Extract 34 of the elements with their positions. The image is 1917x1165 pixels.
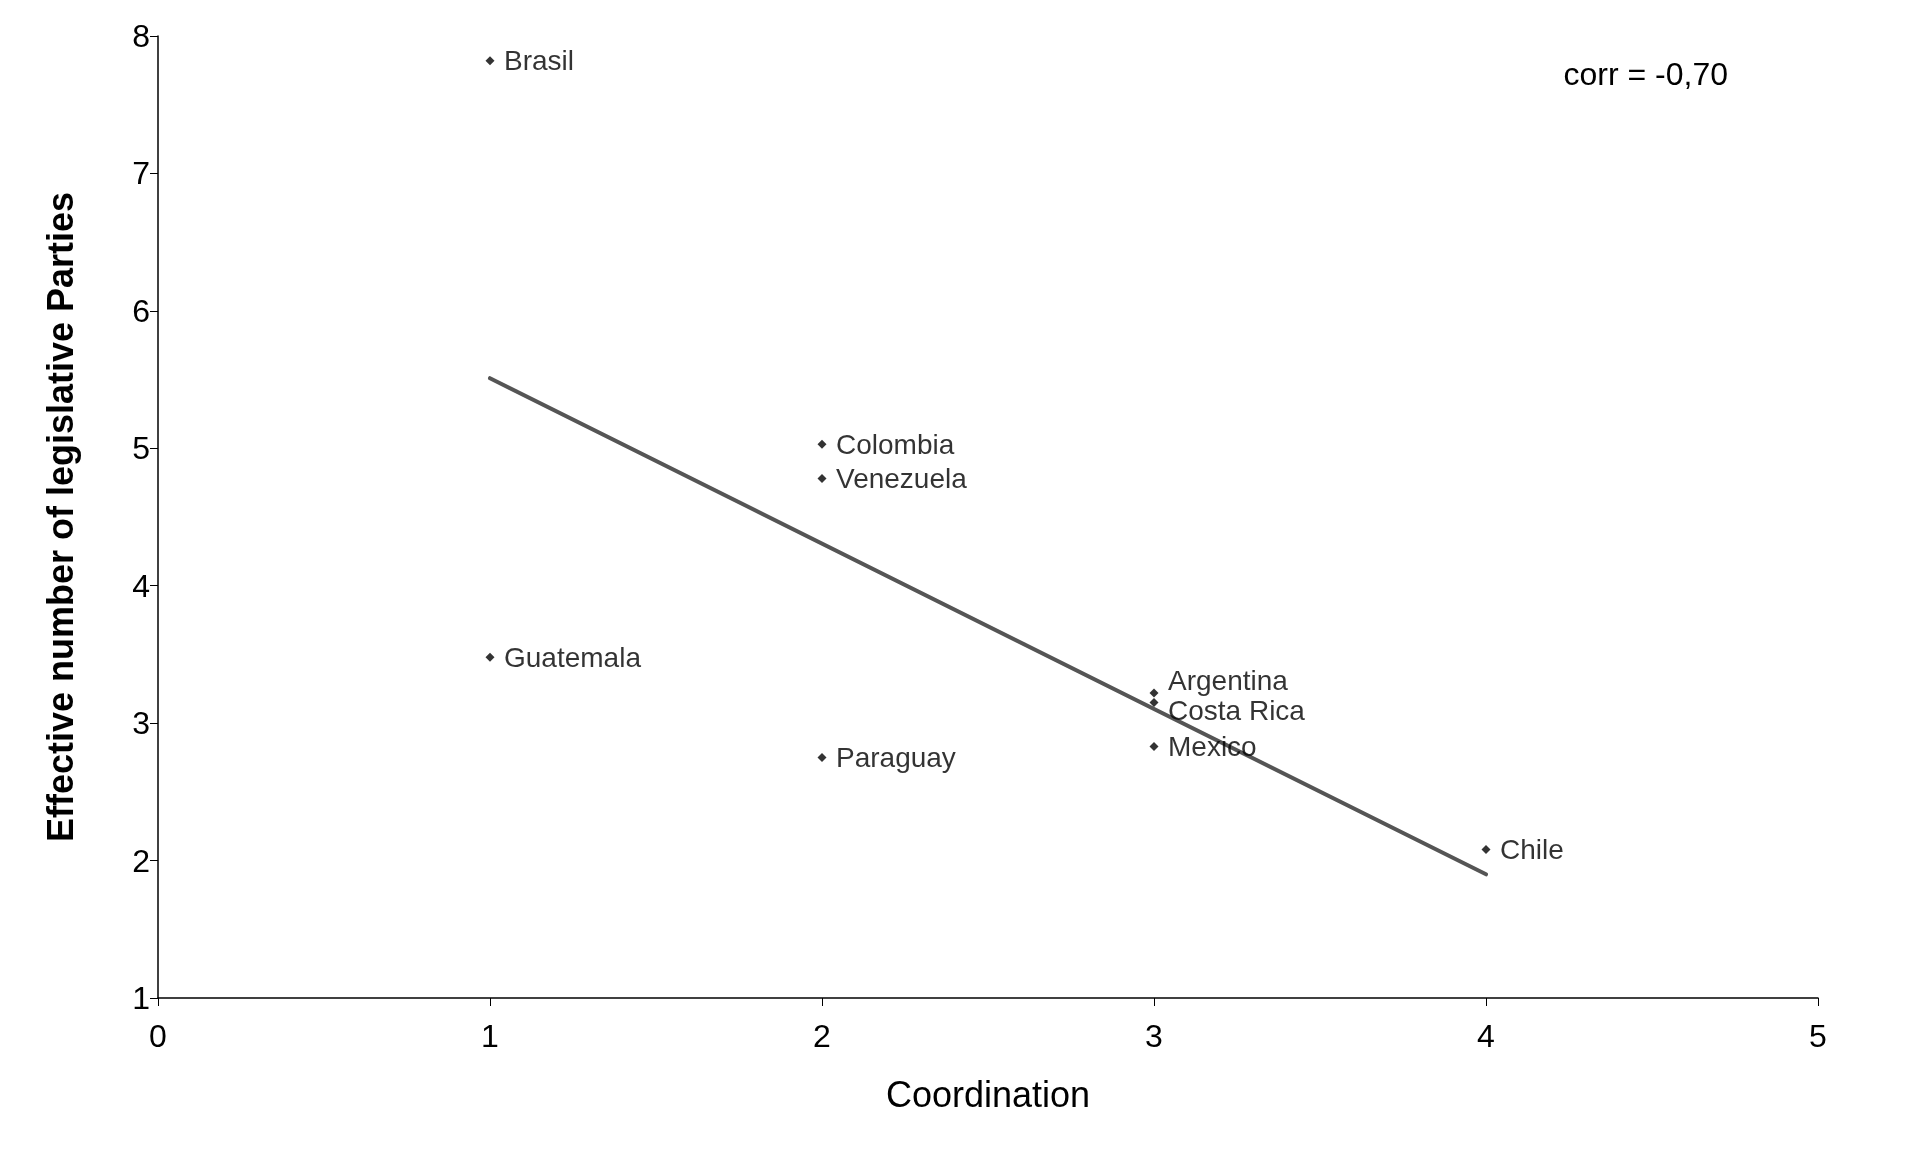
y-tick-label: 8 xyxy=(132,18,150,54)
x-tick-label: 1 xyxy=(481,1018,499,1054)
annotation: Guatemala xyxy=(504,641,642,673)
x-tick-label: 4 xyxy=(1477,1018,1495,1054)
annotation: corr = -0,70 xyxy=(1563,56,1728,92)
x-tick-label: 5 xyxy=(1809,1018,1827,1054)
x-tick-label: 2 xyxy=(813,1018,831,1054)
point xyxy=(817,753,827,762)
y-tick-label: 5 xyxy=(132,430,150,467)
annotation: Argentina xyxy=(1168,665,1289,697)
x-axis-title: Coordination xyxy=(885,1073,1091,1115)
annotation: Chile xyxy=(1500,834,1564,866)
point xyxy=(1481,845,1491,855)
y-tick-label: 4 xyxy=(132,567,150,604)
point xyxy=(1149,742,1159,752)
y-tick-label: 2 xyxy=(132,842,150,879)
annotation: Costa Rica xyxy=(1168,695,1306,727)
point xyxy=(1149,688,1159,698)
x-tick-label: 0 xyxy=(149,1018,167,1054)
point xyxy=(817,474,827,484)
y-tick-label: 7 xyxy=(132,155,150,192)
annotation: Brasil xyxy=(504,45,575,77)
annotation: Colombia xyxy=(836,428,955,460)
point xyxy=(817,439,827,449)
y-axis-title: Effective number of legislative Parties xyxy=(39,191,81,843)
point xyxy=(485,652,495,662)
point xyxy=(485,56,495,66)
y-tick-label: 6 xyxy=(132,292,150,329)
y-tick-label: 1 xyxy=(132,980,150,1016)
annotation: Paraguay xyxy=(836,742,956,773)
x-tick-label: 3 xyxy=(1145,1018,1163,1054)
annotation: Venezuela xyxy=(836,463,968,495)
point xyxy=(1149,698,1159,708)
y-tick-label: 3 xyxy=(132,705,150,742)
